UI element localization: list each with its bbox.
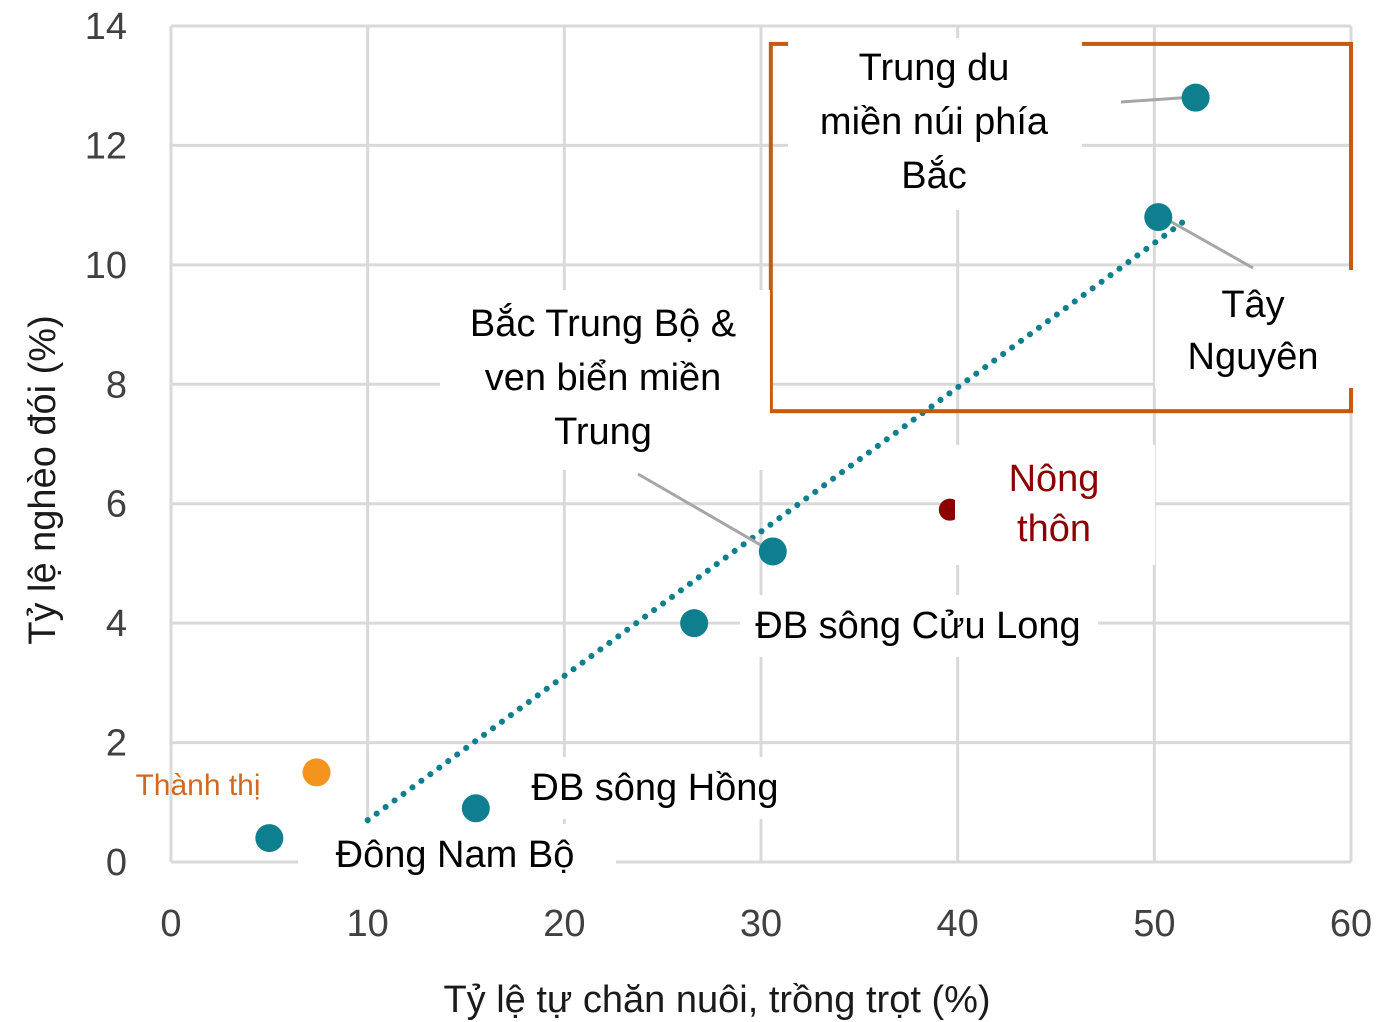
data-point [758, 537, 787, 566]
point-label-text: Bắc [901, 154, 966, 197]
x-tick-label: 60 [1330, 903, 1372, 945]
data-point [1181, 83, 1210, 112]
x-tick-label: 0 [160, 903, 181, 945]
point-label-text: miền núi phía [820, 101, 1049, 143]
label-background [440, 290, 770, 470]
x-tick-label: 20 [543, 903, 585, 945]
point-label: Nông thôn [955, 445, 1155, 565]
data-point [255, 824, 284, 853]
data-point [302, 758, 331, 787]
y-tick-label: 14 [85, 6, 127, 48]
x-tick-label: 10 [347, 903, 389, 945]
data-points [255, 83, 1210, 853]
x-tick-label: 30 [740, 903, 782, 945]
x-tick-label: 40 [937, 903, 979, 945]
point-label: Đông Nam Bộ [298, 824, 616, 886]
point-label-text: Thành thị [135, 769, 260, 802]
y-tick-label: 4 [106, 603, 127, 645]
trendline-group [364, 214, 1193, 824]
label-background [955, 445, 1155, 565]
y-tick-label: 8 [106, 364, 127, 406]
label-background [1155, 270, 1353, 388]
tick-labels: 0 10 20 30 40 50 60 0 2 4 6 8 10 12 14 [85, 6, 1372, 945]
label-background [740, 595, 1098, 657]
point-label-text: Tây [1221, 284, 1284, 326]
point-label: Bắc Trung Bộ & ven biển miền Trung [440, 290, 770, 470]
y-tick-label: 12 [85, 125, 127, 167]
y-tick-label: 10 [85, 245, 127, 287]
trendline [364, 214, 1193, 824]
point-label-text: thôn [1017, 508, 1091, 550]
point-label-text: ĐB sông Hồng [531, 767, 778, 809]
grid-lines [169, 24, 1353, 864]
label-background [508, 757, 800, 819]
data-point [461, 794, 490, 823]
y-tick-label: 0 [106, 842, 127, 884]
point-label-text: Đông Nam Bộ [336, 834, 575, 876]
point-label: Trung du miền núi phía Bắc [788, 38, 1082, 210]
point-label-text: ĐB sông Cửu Long [755, 605, 1080, 647]
point-label-text: ven biển miền [485, 357, 722, 399]
point-labels: Đông Nam Bộ Thành thị ĐB sông Hồng ĐB sông … [135, 38, 1353, 886]
leader-line [637, 472, 772, 553]
point-label: Tây Nguyên [1155, 270, 1353, 388]
point-label-text: Bắc Trung Bộ & [470, 302, 736, 345]
x-tick-label: 50 [1133, 903, 1175, 945]
y-tick-label: 2 [106, 723, 127, 765]
data-point [1144, 203, 1173, 232]
data-point [680, 609, 709, 638]
point-label-text: Trung [554, 411, 652, 453]
y-axis-title: Tỷ lệ nghèo đói (%) [22, 315, 64, 645]
point-label-text: Trung du [859, 47, 1010, 89]
y-tick-label: 6 [106, 484, 127, 526]
point-label: ĐB sông Hồng [508, 757, 800, 819]
x-axis-title: Tỷ lệ tự chăn nuôi, trồng trọt (%) [443, 979, 990, 1021]
label-background [788, 38, 1082, 210]
label-background [298, 824, 616, 886]
point-label-text: Nguyên [1188, 336, 1319, 378]
leader-line [1160, 214, 1254, 270]
point-label-text: Nông [1009, 458, 1100, 500]
point-label: Thành thị [135, 769, 260, 802]
point-label: ĐB sông Cửu Long [740, 595, 1098, 657]
